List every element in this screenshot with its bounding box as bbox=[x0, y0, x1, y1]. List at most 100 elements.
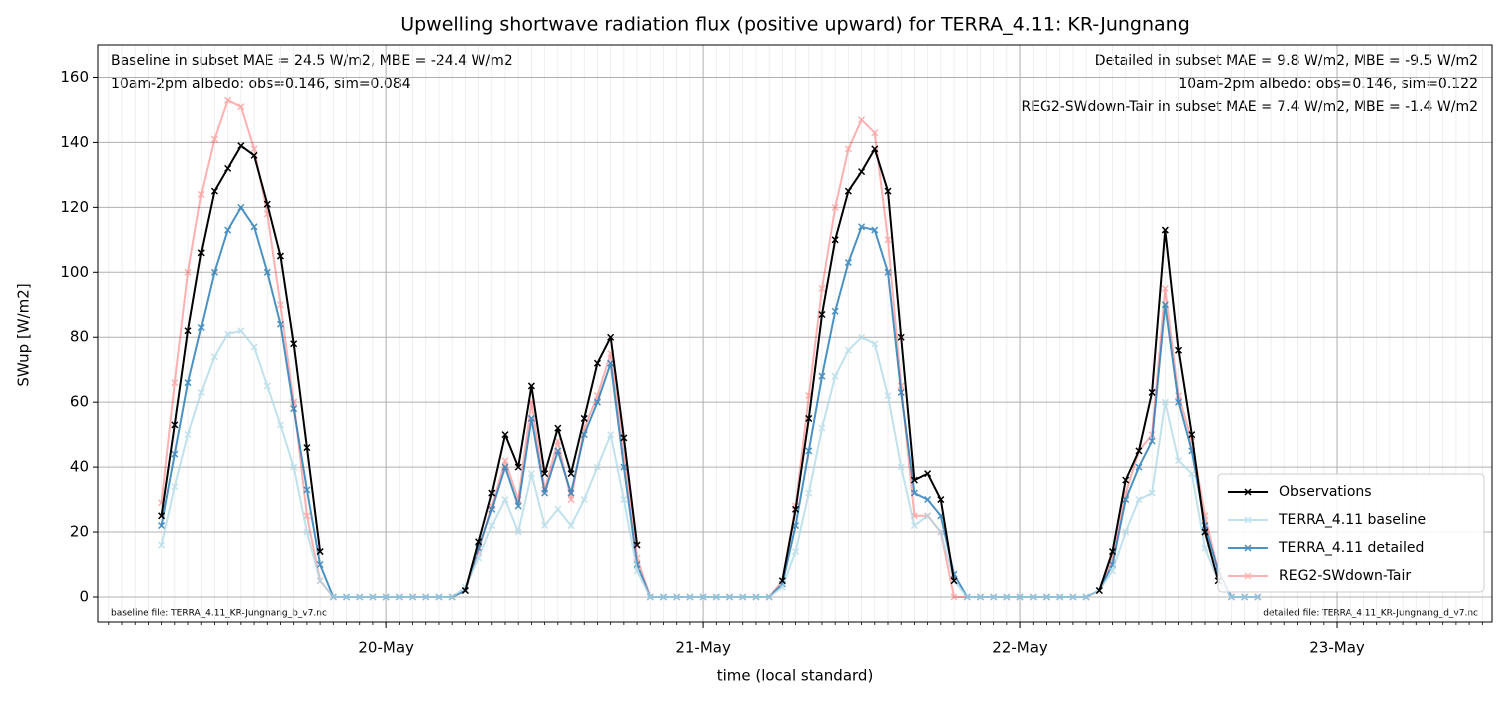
data-point bbox=[1029, 593, 1037, 601]
data-point bbox=[884, 187, 892, 195]
data-point bbox=[858, 116, 866, 124]
data-point bbox=[276, 421, 285, 429]
y-tick-label: 120 bbox=[60, 198, 89, 216]
data-point bbox=[844, 346, 852, 354]
data-point bbox=[765, 593, 773, 601]
data-point bbox=[924, 496, 932, 504]
data-point bbox=[488, 505, 496, 513]
data-point bbox=[646, 593, 654, 601]
data-point bbox=[884, 392, 892, 400]
data-point bbox=[527, 414, 535, 422]
data-point bbox=[1016, 593, 1024, 601]
y-axis-label: SWup [W/m2] bbox=[15, 283, 33, 386]
data-point bbox=[963, 593, 971, 601]
x-tick-label: 23-May bbox=[1309, 639, 1365, 657]
data-point bbox=[1122, 528, 1130, 536]
data-point bbox=[831, 372, 839, 380]
data-point bbox=[1148, 388, 1156, 396]
data-point bbox=[184, 379, 192, 387]
legend-marker bbox=[1244, 488, 1252, 496]
data-point bbox=[554, 505, 562, 513]
data-point bbox=[884, 268, 892, 276]
data-point bbox=[699, 593, 707, 601]
data-point bbox=[633, 567, 641, 575]
data-point bbox=[673, 593, 681, 601]
data-point bbox=[1188, 470, 1196, 478]
data-point bbox=[475, 538, 483, 546]
data-point bbox=[725, 593, 734, 601]
data-point bbox=[527, 470, 535, 478]
data-point bbox=[752, 593, 760, 601]
data-point bbox=[910, 522, 918, 530]
data-point bbox=[554, 447, 562, 455]
data-point bbox=[276, 252, 285, 260]
data-point bbox=[844, 187, 852, 195]
data-point bbox=[567, 489, 575, 497]
data-point bbox=[237, 103, 245, 111]
data-point bbox=[210, 353, 218, 361]
data-point bbox=[290, 340, 298, 348]
y-tick-label: 20 bbox=[70, 523, 89, 541]
data-point bbox=[197, 323, 205, 332]
data-point bbox=[1056, 593, 1064, 601]
data-point bbox=[593, 359, 601, 367]
data-point bbox=[250, 343, 258, 351]
data-point bbox=[501, 431, 509, 439]
data-point bbox=[158, 522, 166, 530]
data-point bbox=[818, 424, 826, 432]
data-point bbox=[950, 577, 958, 585]
data-point bbox=[871, 340, 879, 348]
data-point bbox=[844, 145, 852, 153]
y-tick-label: 160 bbox=[60, 68, 89, 86]
data-point bbox=[1175, 398, 1183, 406]
data-point bbox=[514, 502, 522, 510]
data-point bbox=[567, 470, 575, 478]
data-point bbox=[290, 463, 298, 471]
data-point bbox=[1227, 593, 1235, 601]
data-point bbox=[633, 541, 641, 549]
data-point bbox=[897, 333, 905, 341]
data-point bbox=[1122, 496, 1130, 504]
y-tick-label: 0 bbox=[79, 587, 89, 605]
data-point bbox=[607, 359, 615, 367]
x-tick-label: 20-May bbox=[358, 639, 414, 657]
data-point bbox=[342, 593, 351, 601]
data-point bbox=[910, 476, 918, 484]
data-point bbox=[171, 483, 179, 491]
data-point bbox=[580, 414, 588, 422]
legend-box bbox=[1217, 473, 1485, 593]
data-point bbox=[435, 593, 443, 601]
data-point bbox=[805, 489, 813, 497]
data-point bbox=[210, 187, 218, 195]
data-point bbox=[276, 320, 285, 328]
data-point bbox=[369, 593, 377, 601]
data-point bbox=[1188, 431, 1196, 439]
data-point bbox=[501, 457, 509, 465]
data-point bbox=[316, 560, 324, 569]
data-point bbox=[1148, 489, 1156, 497]
legend-label: REG2-SWdown-Tair bbox=[1279, 568, 1411, 584]
legend-marker bbox=[1244, 544, 1252, 552]
series bbox=[158, 142, 1222, 595]
data-point bbox=[818, 284, 826, 293]
y-tick-label: 140 bbox=[60, 133, 89, 151]
data-point bbox=[356, 593, 364, 601]
data-point bbox=[488, 522, 496, 530]
file-note: detailed file: TERRA_4.11_KR-Jungnang_d_… bbox=[1263, 609, 1478, 619]
data-point bbox=[514, 463, 522, 471]
data-point bbox=[224, 96, 232, 104]
data-point bbox=[1175, 346, 1183, 354]
data-point bbox=[554, 437, 562, 445]
data-point bbox=[620, 434, 628, 442]
data-point bbox=[514, 528, 522, 536]
x-axis-label: time (local standard) bbox=[717, 667, 874, 685]
data-point bbox=[739, 593, 747, 601]
data-point bbox=[197, 388, 205, 396]
annotation: 10am-2pm albedo: obs=0.146, sim=0.084 bbox=[111, 76, 411, 92]
data-point bbox=[805, 414, 813, 422]
data-point bbox=[778, 577, 786, 585]
plot-frame bbox=[97, 44, 1493, 623]
data-point bbox=[884, 236, 892, 244]
annotation: 10am-2pm albedo: obs=0.146, sim=0.122 bbox=[1178, 76, 1478, 92]
